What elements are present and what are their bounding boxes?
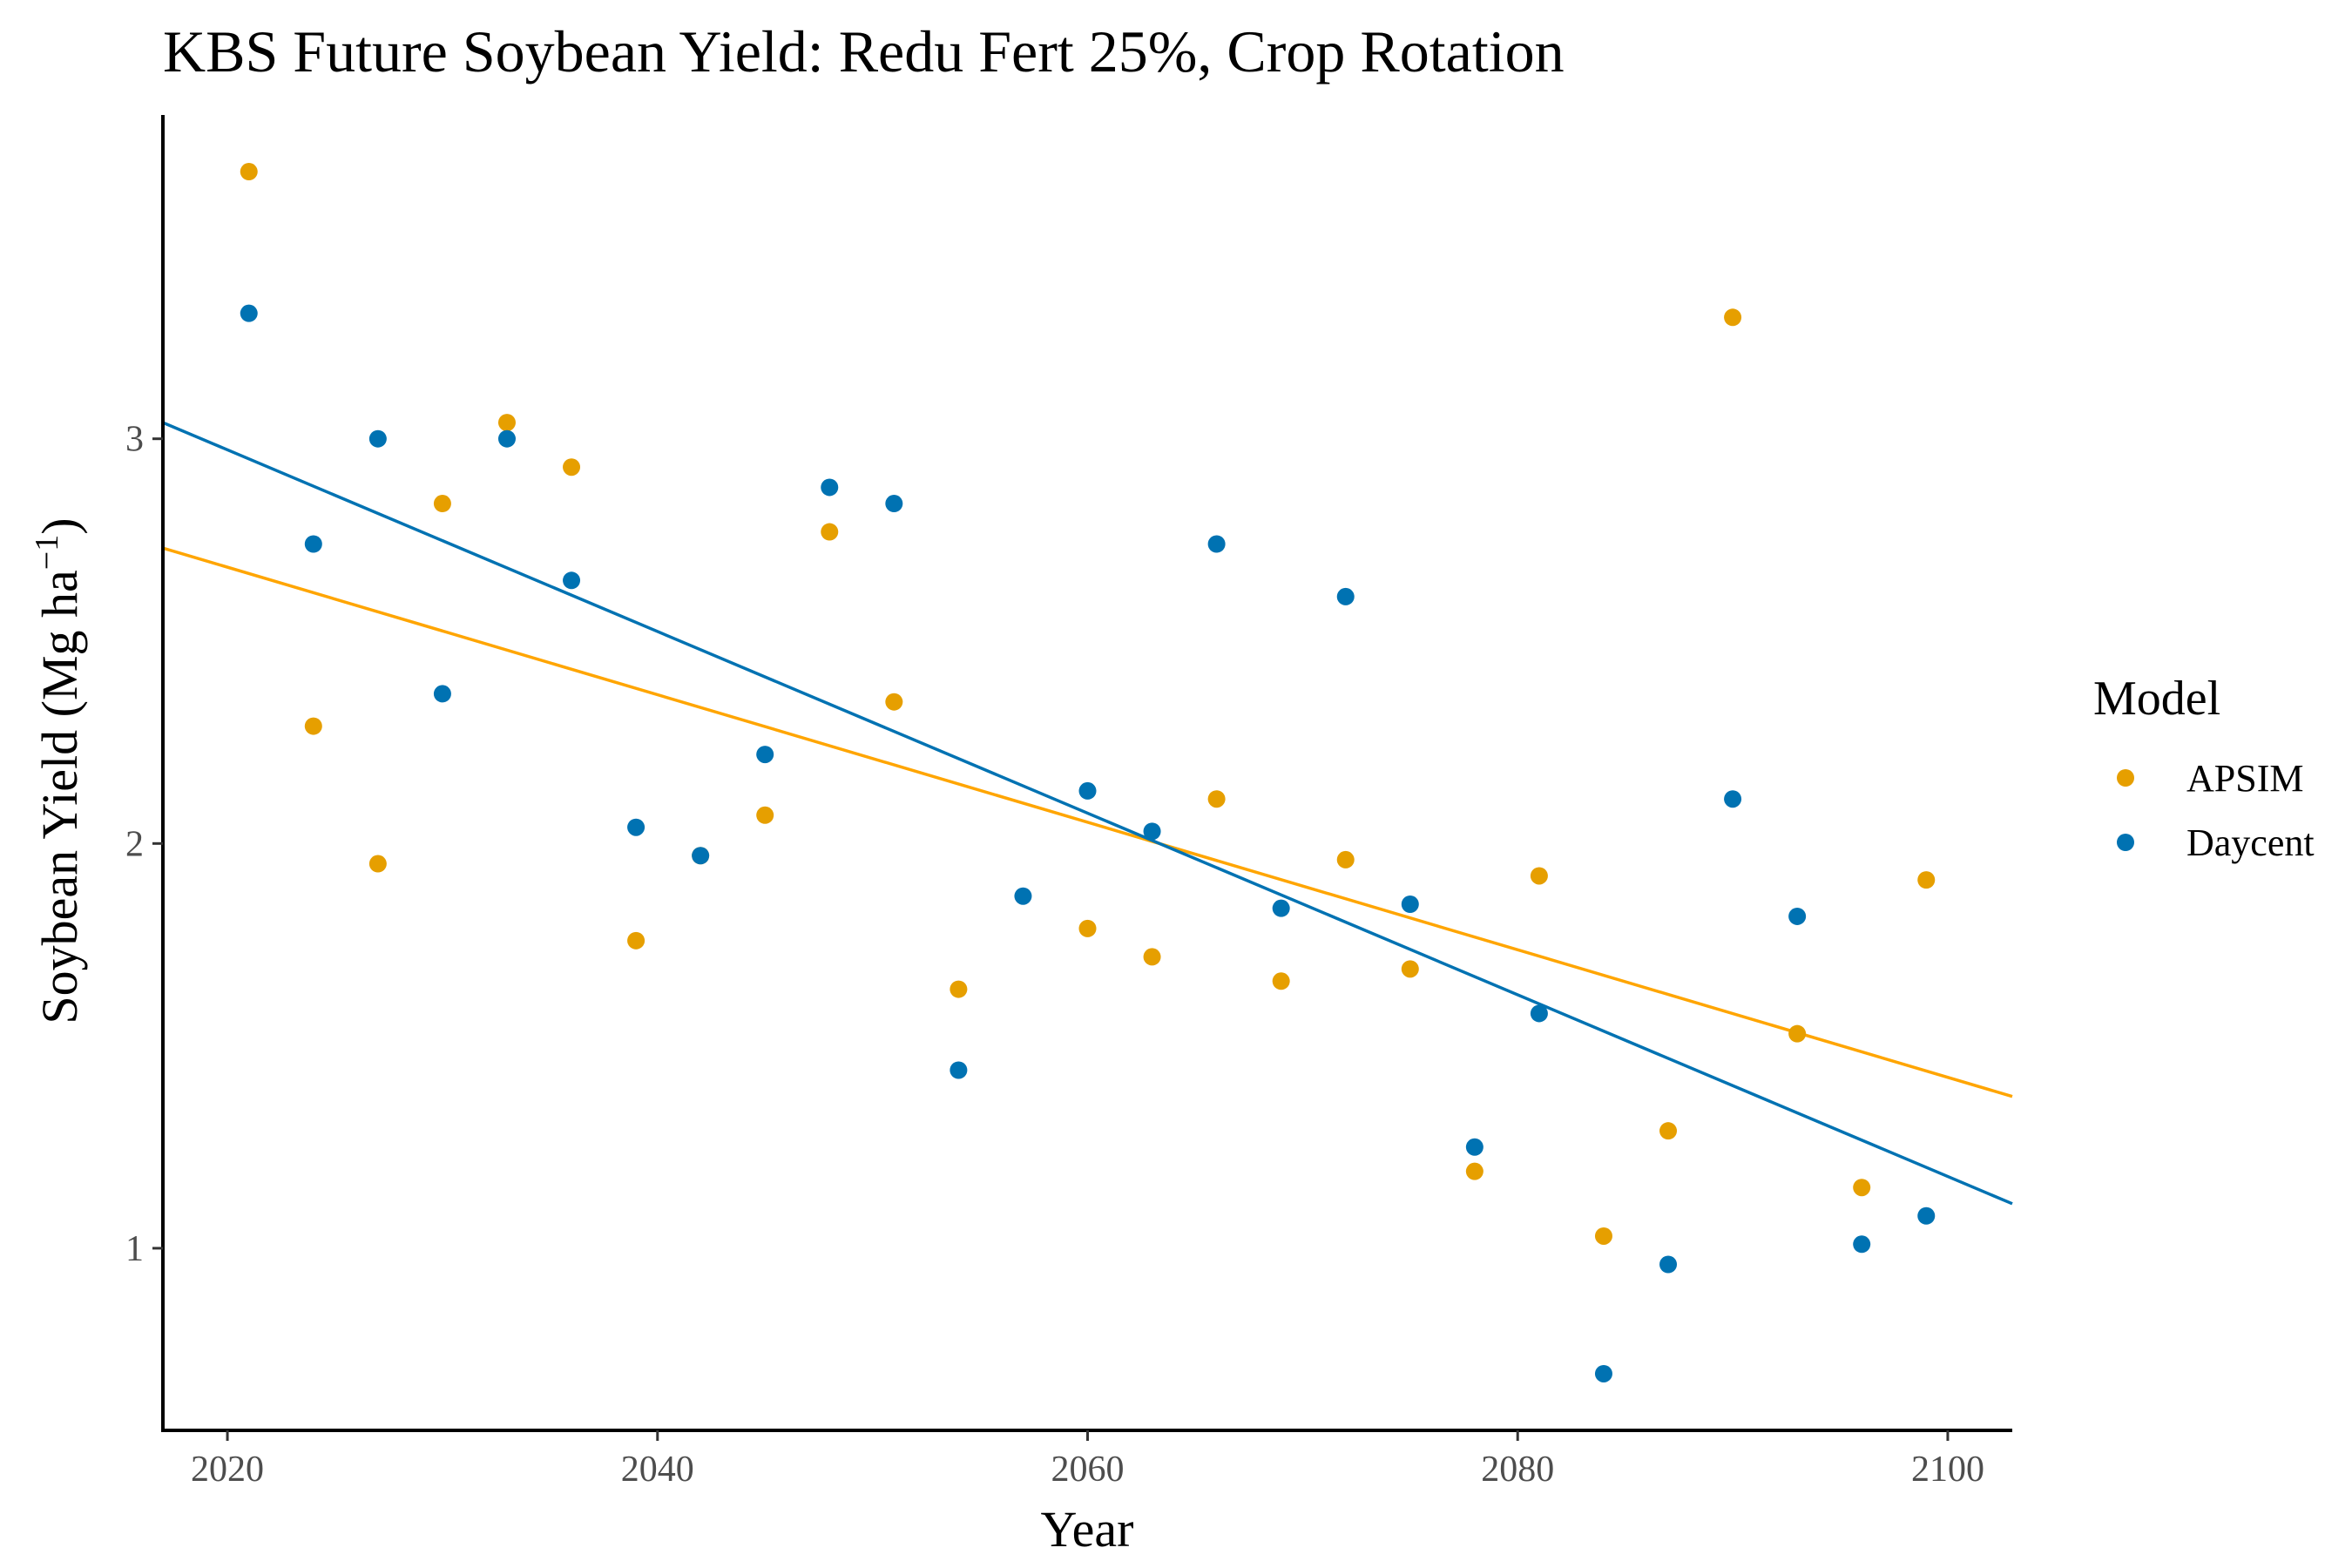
point-daycent bbox=[950, 1061, 968, 1079]
point-daycent bbox=[1014, 887, 1032, 905]
data-points bbox=[240, 163, 1936, 1382]
point-apsim bbox=[1401, 960, 1419, 978]
x-tick-label: 2080 bbox=[1481, 1450, 1554, 1490]
point-daycent bbox=[756, 746, 774, 764]
point-apsim bbox=[885, 693, 903, 711]
point-daycent bbox=[1272, 899, 1290, 917]
point-apsim bbox=[1078, 919, 1097, 937]
y-tick-label: 1 bbox=[125, 1229, 144, 1269]
trend-line-apsim bbox=[162, 546, 2013, 1098]
point-apsim bbox=[1143, 948, 1161, 966]
point-daycent bbox=[885, 495, 903, 513]
point-daycent bbox=[1788, 907, 1807, 925]
point-daycent bbox=[1078, 781, 1097, 800]
point-daycent bbox=[821, 478, 839, 497]
y-tick-label: 2 bbox=[125, 824, 144, 864]
point-daycent bbox=[1401, 896, 1419, 913]
point-apsim bbox=[821, 523, 839, 541]
point-apsim bbox=[1207, 790, 1226, 808]
point-daycent bbox=[1143, 822, 1161, 841]
legend-title: Model bbox=[2093, 672, 2220, 726]
point-daycent bbox=[1659, 1255, 1678, 1274]
chart-title: KBS Future Soybean Yield: Redu Fert 25%,… bbox=[163, 18, 1565, 84]
point-apsim bbox=[433, 495, 451, 513]
point-daycent bbox=[1530, 1004, 1548, 1023]
point-daycent bbox=[692, 847, 710, 865]
point-apsim bbox=[1788, 1024, 1807, 1043]
point-daycent bbox=[433, 685, 451, 703]
x-axis-title: Year bbox=[1041, 1501, 1134, 1558]
x-axis-ticks: 2020 2040 2060 2080 2100 bbox=[191, 1430, 1984, 1490]
point-daycent bbox=[1724, 790, 1742, 808]
point-apsim bbox=[1594, 1227, 1612, 1245]
y-axis-title: Soybean Yield (Mg ha−1) bbox=[29, 517, 88, 1024]
point-apsim bbox=[756, 806, 774, 824]
point-apsim bbox=[1724, 308, 1742, 327]
legend: Model APSIM Daycent bbox=[2093, 672, 2315, 864]
point-daycent bbox=[627, 818, 645, 836]
trend-line-daycent bbox=[162, 421, 2013, 1206]
x-tick-label: 2040 bbox=[621, 1450, 694, 1490]
point-daycent bbox=[1853, 1235, 1871, 1254]
y-tick-label: 3 bbox=[125, 420, 144, 460]
point-apsim bbox=[950, 980, 968, 998]
point-apsim bbox=[304, 717, 322, 735]
point-apsim bbox=[1530, 867, 1548, 885]
x-tick-label: 2100 bbox=[1911, 1450, 1984, 1490]
legend-label-apsim: APSIM bbox=[2186, 757, 2304, 800]
point-daycent bbox=[563, 571, 581, 590]
point-daycent bbox=[1336, 587, 1355, 605]
point-apsim bbox=[1336, 850, 1355, 868]
point-apsim bbox=[563, 458, 581, 476]
point-daycent bbox=[497, 429, 516, 448]
point-apsim bbox=[1659, 1122, 1678, 1140]
point-apsim bbox=[1853, 1179, 1871, 1197]
y-axis-ticks: 1 2 3 bbox=[125, 420, 163, 1269]
point-apsim bbox=[1465, 1162, 1484, 1180]
point-apsim bbox=[627, 931, 645, 950]
point-apsim bbox=[1917, 871, 1936, 889]
point-apsim bbox=[240, 163, 258, 181]
point-apsim bbox=[497, 414, 516, 432]
point-daycent bbox=[304, 535, 322, 553]
point-daycent bbox=[240, 304, 258, 322]
point-daycent bbox=[1465, 1138, 1484, 1156]
trend-lines bbox=[162, 421, 2013, 1206]
legend-key-apsim bbox=[2117, 769, 2134, 787]
point-daycent bbox=[368, 429, 387, 448]
x-tick-label: 2060 bbox=[1051, 1450, 1125, 1490]
x-tick-label: 2020 bbox=[191, 1450, 264, 1490]
point-daycent bbox=[1917, 1206, 1936, 1225]
plot-panel bbox=[162, 163, 2013, 1382]
point-daycent bbox=[1207, 535, 1226, 553]
legend-key-daycent bbox=[2117, 834, 2134, 851]
legend-label-daycent: Daycent bbox=[2186, 821, 2315, 864]
point-apsim bbox=[1272, 972, 1290, 990]
point-daycent bbox=[1594, 1364, 1612, 1382]
point-apsim bbox=[368, 855, 387, 873]
